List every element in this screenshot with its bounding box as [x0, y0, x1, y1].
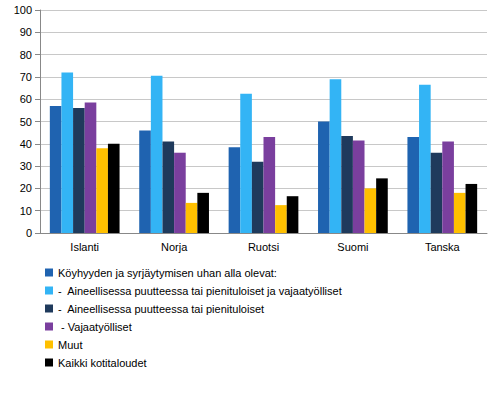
- svg-text:70: 70: [20, 71, 32, 83]
- svg-text:50: 50: [20, 116, 32, 128]
- svg-text:60: 60: [20, 93, 32, 105]
- svg-text:Muut: Muut: [58, 339, 82, 351]
- svg-text:Kaikki kotitaloudet: Kaikki kotitaloudet: [58, 357, 147, 369]
- svg-text:- Aineellisessa puutteessa ta: - Aineellisessa puutteessa tai pienitulo…: [58, 303, 264, 315]
- svg-text:- Aineellisessa puutteessa ta: - Aineellisessa puutteessa tai pienitulo…: [58, 285, 342, 297]
- svg-text:Ruotsi: Ruotsi: [248, 241, 279, 253]
- svg-text:Tanska: Tanska: [425, 241, 461, 253]
- svg-text:100: 100: [14, 4, 32, 16]
- svg-text:80: 80: [20, 49, 32, 61]
- svg-text:0: 0: [26, 227, 32, 239]
- svg-text:Islanti: Islanti: [70, 241, 99, 253]
- svg-text:Norja: Norja: [161, 241, 188, 253]
- svg-text:10: 10: [20, 205, 32, 217]
- svg-text:Suomi: Suomi: [337, 241, 368, 253]
- svg-text:30: 30: [20, 160, 32, 172]
- svg-text:Köyhyyden ja syrjäytymisen uha: Köyhyyden ja syrjäytymisen uhan alla ole…: [58, 267, 277, 279]
- svg-text:20: 20: [20, 182, 32, 194]
- svg-text:- Vajaatyölliset: - Vajaatyölliset: [58, 321, 132, 333]
- svg-text:90: 90: [20, 26, 32, 38]
- svg-text:40: 40: [20, 138, 32, 150]
